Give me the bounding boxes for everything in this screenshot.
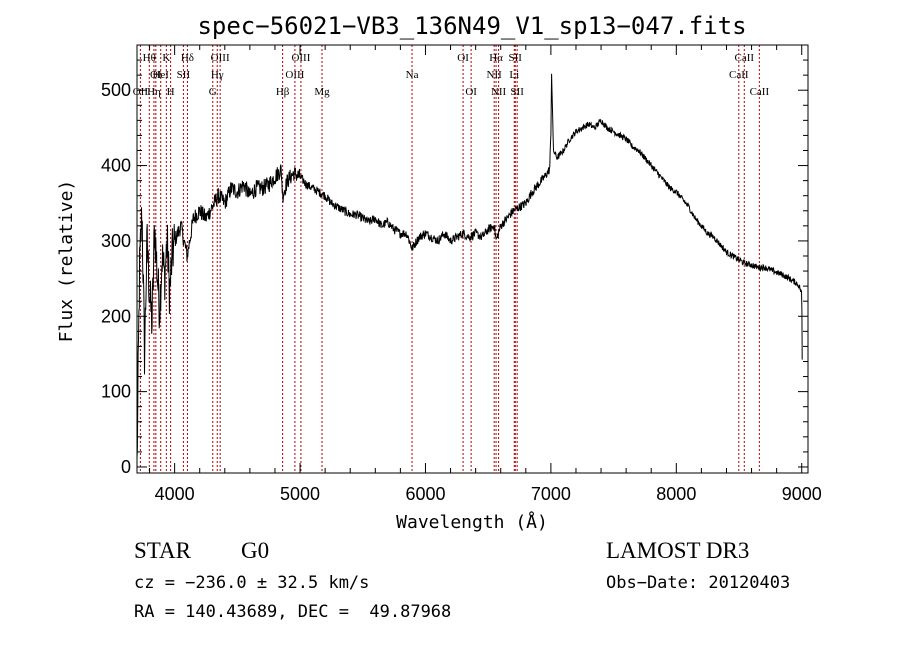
y-axis-label: Flux (relative) xyxy=(56,180,77,343)
plot-frame xyxy=(136,44,809,474)
redshift-velocity: cz = −236.0 ± 32.5 km/s xyxy=(134,573,370,593)
x-tick-label: 6000 xyxy=(405,484,445,504)
object-type: STAR xyxy=(134,538,191,563)
spectral-line-label: NII xyxy=(487,69,503,81)
spectral-line-label: CaII xyxy=(735,52,755,64)
y-tick-label: 0 xyxy=(121,457,131,477)
spectral-line-label: CaII xyxy=(729,69,749,81)
spectral-line-label: OI xyxy=(150,69,162,81)
spectral-line-label: CaII xyxy=(750,86,770,98)
x-tick-label: 9000 xyxy=(782,484,822,504)
ra-dec-coordinates: RA = 140.43689, DEC = 49.87968 xyxy=(134,602,452,622)
spectral-line-label: HeI xyxy=(152,69,169,81)
spectral-subclass: G0 xyxy=(241,538,270,563)
y-tick-label: 300 xyxy=(101,231,131,251)
observation-date: Obs−Date: 20120403 xyxy=(606,573,791,593)
spectral-line-label: Hη xyxy=(147,86,161,98)
spectral-line-label: OII xyxy=(133,86,149,98)
x-tick-label: 8000 xyxy=(656,484,696,504)
spectrum-series-line xyxy=(136,73,803,459)
spectral-line-label: NII xyxy=(491,86,507,98)
spectral-line-label: Hβ xyxy=(276,86,290,98)
y-tick-label: 400 xyxy=(101,156,131,176)
spectral-line-label: Li xyxy=(509,69,519,81)
spectral-line-label: Hδ xyxy=(181,52,194,64)
spectral-line-label: Hγ xyxy=(211,69,224,81)
spectral-line-label: OI xyxy=(465,86,477,98)
spectral-line-label: OIII xyxy=(285,69,304,81)
spectral-line-label: OIII xyxy=(291,52,310,64)
spectral-line-label: Mg xyxy=(314,86,330,98)
spectral-line-label: H xyxy=(167,86,175,98)
spectral-line-label: Hθ xyxy=(143,52,156,64)
survey-name: LAMOST DR3 xyxy=(606,538,750,563)
x-tick-label: 5000 xyxy=(280,484,320,504)
y-tick-label: 200 xyxy=(101,306,131,326)
x-tick-label: 7000 xyxy=(531,484,571,504)
x-tick-label: 4000 xyxy=(155,484,195,504)
spectral-line-label: SII xyxy=(509,52,523,64)
y-tick-label: 100 xyxy=(101,382,131,402)
y-tick-label: 500 xyxy=(101,80,131,100)
spectral-line-label: SII xyxy=(510,86,524,98)
spectral-line-label: OIII xyxy=(211,52,230,64)
chart-title: spec−56021−VB3_136N49_V1_sp13−047.fits xyxy=(197,12,746,40)
spectral-line-label: OI xyxy=(457,52,469,64)
spectral-line-label: K xyxy=(162,52,170,64)
spectral-line-label: SII xyxy=(177,69,191,81)
x-axis-label: Wavelength (Å) xyxy=(396,511,548,533)
spectral-line-label: Na xyxy=(406,69,419,81)
spectral-line-label: Hα xyxy=(489,52,503,64)
spectral-line-label: G xyxy=(209,86,217,98)
